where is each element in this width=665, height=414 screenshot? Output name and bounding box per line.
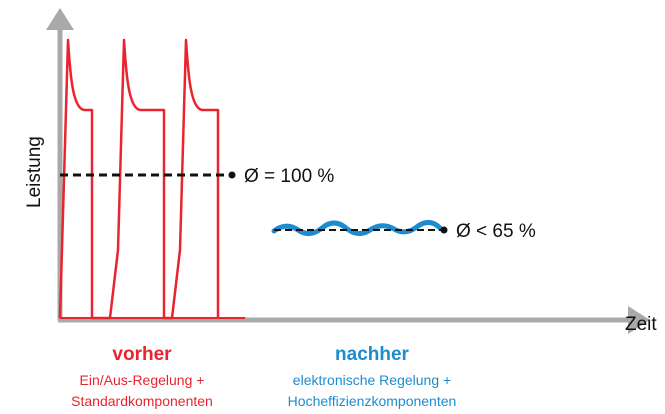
y-axis-label: Leistung bbox=[24, 136, 45, 208]
before-average-label: Ø = 100 % bbox=[244, 166, 334, 187]
after-line1: elektronische Regelung + bbox=[293, 372, 451, 388]
after-average-dot bbox=[440, 226, 448, 234]
after-average-label: Ø < 65 % bbox=[456, 221, 536, 242]
before-average-dot bbox=[228, 171, 236, 179]
before-title: vorher bbox=[112, 344, 172, 365]
after-line2: Hocheffizienzkomponenten bbox=[288, 393, 457, 409]
before-power-curve bbox=[58, 38, 220, 320]
before-line2: Standardkomponenten bbox=[71, 393, 213, 409]
x-axis-arrow bbox=[628, 306, 650, 334]
x-axis-label: Zeit bbox=[625, 314, 657, 335]
after-title: nachher bbox=[335, 344, 410, 365]
y-axis-arrow bbox=[46, 8, 74, 30]
after-power-curve bbox=[271, 220, 443, 236]
before-line1: Ein/Aus-Regelung + bbox=[80, 372, 205, 388]
